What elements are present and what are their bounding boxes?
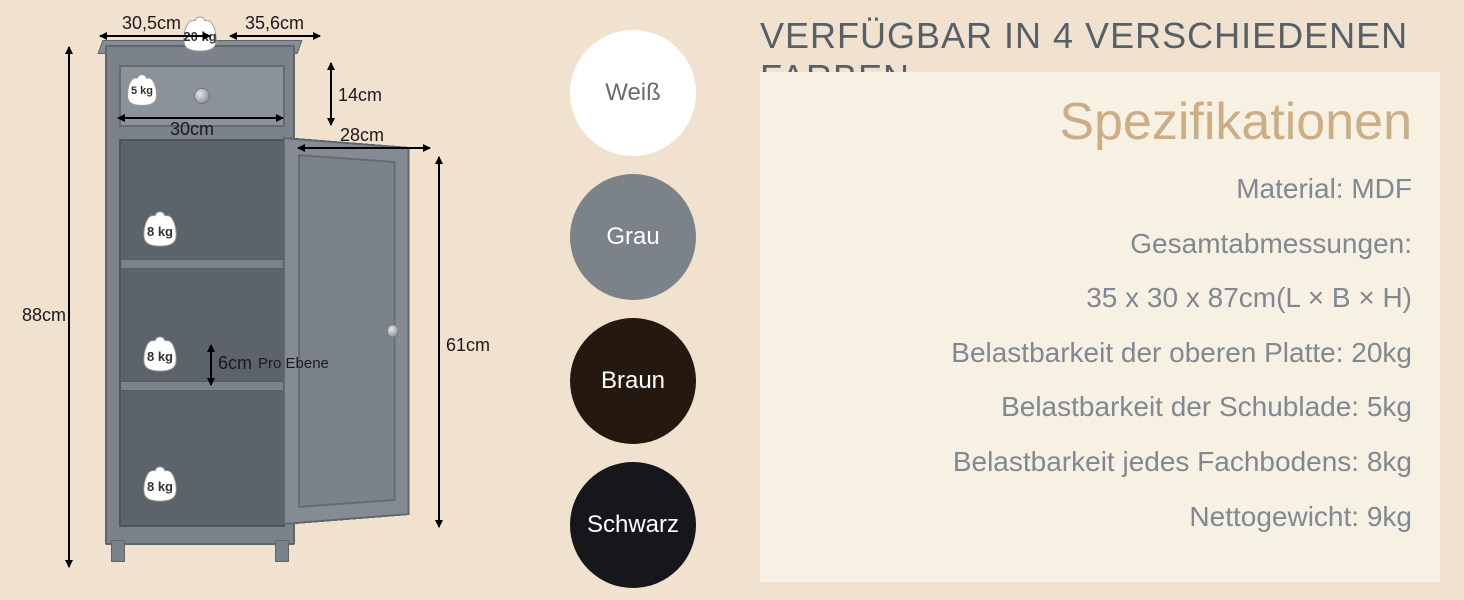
swatch-label: Schwarz [587, 511, 679, 539]
swatch-label: Braun [601, 367, 665, 395]
swatch-label: Weiß [605, 79, 661, 107]
dimension-label: 6cm [218, 353, 252, 374]
weight-icon: 5 kg [125, 73, 159, 107]
dimension-label: 88cm [22, 305, 66, 326]
dimension-label: 61cm [446, 335, 490, 356]
dimension-arrow-icon [330, 63, 332, 125]
cabinet-door [283, 137, 409, 525]
spec-dims-value: 35 x 30 x 87cm(L × B × H) [788, 271, 1412, 326]
weight-label: 8 kg [140, 224, 180, 239]
spec-panel: Spezifikationen Material: MDF Gesamtabme… [760, 72, 1440, 582]
spec-load-drawer: Belastbarkeit der Schublade: 5kg [788, 380, 1412, 435]
color-swatch-weiss: Weiß [570, 30, 696, 156]
dimension-label: 30,5cm [122, 13, 181, 34]
dimension-arrow-icon [100, 35, 210, 37]
shelf [121, 381, 283, 391]
dimension-arrow-icon [298, 147, 430, 149]
weight-icon: 20 kg [180, 15, 220, 53]
dimension-arrow-icon [210, 345, 212, 385]
drawer-knob-icon [194, 88, 210, 104]
shelf [121, 259, 283, 269]
spec-net-weight: Nettogewicht: 9kg [788, 490, 1412, 545]
weight-icon: 8 kg [140, 335, 180, 373]
door-knob-icon [387, 324, 399, 337]
weight-label: 8 kg [140, 479, 180, 494]
color-swatch-column: Weiß Grau Braun Schwarz [548, 30, 718, 588]
dimension-note: Pro Ebene [258, 355, 329, 372]
dimension-arrow-icon [438, 157, 440, 527]
spec-dims-label: Gesamtabmessungen: [788, 217, 1412, 272]
swatch-label: Grau [606, 223, 659, 251]
weight-label: 5 kg [125, 85, 159, 97]
weight-label: 8 kg [140, 349, 180, 364]
spec-load-shelf: Belastbarkeit jedes Fachbodens: 8kg [788, 435, 1412, 490]
spec-load-top: Belastbarkeit der oberen Platte: 20kg [788, 326, 1412, 381]
color-swatch-grau: Grau [570, 174, 696, 300]
dimension-arrow-icon [68, 47, 70, 567]
weight-icon: 8 kg [140, 210, 180, 248]
color-swatch-braun: Braun [570, 318, 696, 444]
color-swatch-schwarz: Schwarz [570, 462, 696, 588]
product-diagram: 20 kg 5 kg 8 kg 8 kg 8 kg 30,5cm 35,6cm … [30, 15, 490, 585]
spec-title: Spezifikationen [788, 92, 1412, 152]
dimension-label: 35,6cm [245, 13, 304, 34]
spec-material: Material: MDF [788, 162, 1412, 217]
dimension-label: 30cm [170, 119, 214, 140]
dimension-label: 28cm [340, 125, 384, 146]
dimension-label: 14cm [338, 85, 382, 106]
weight-icon: 8 kg [140, 465, 180, 503]
dimension-arrow-icon [230, 35, 320, 37]
